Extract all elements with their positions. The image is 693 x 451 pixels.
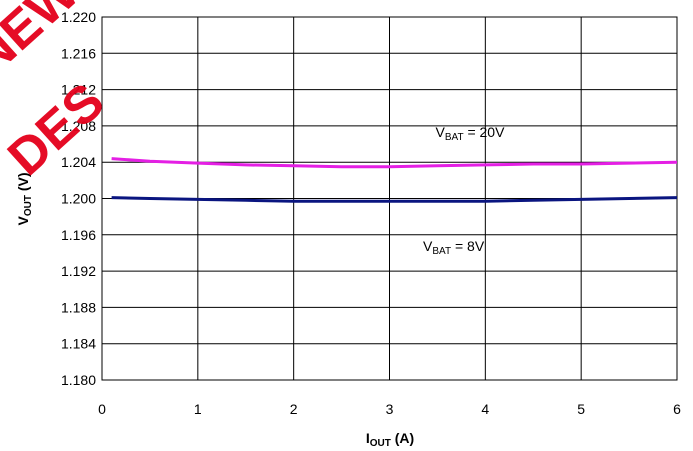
- x-tick-label: 3: [386, 401, 394, 417]
- x-axis-title-unit: (A): [391, 430, 414, 446]
- y-tick-label: 1.200: [61, 191, 96, 207]
- x-tick-label: 5: [577, 401, 585, 417]
- series-annotation-0: VBAT = 20V: [436, 124, 506, 143]
- y-tick-label: 1.184: [61, 336, 96, 352]
- y-tick-label: 1.212: [61, 82, 96, 98]
- watermark: NEW DES: [0, 0, 115, 187]
- x-axis-title-sub: OUT: [370, 438, 391, 449]
- y-axis-title: VOUT (V): [15, 172, 34, 225]
- x-tick-label: 1: [194, 401, 202, 417]
- x-tick-label: 4: [481, 401, 489, 417]
- series-line-0: [111, 157, 678, 169]
- y-tick-label: 1.216: [61, 45, 96, 61]
- y-tick-label: 1.208: [61, 118, 96, 134]
- x-axis-title: IOUT (A): [366, 430, 414, 449]
- y-tick-label: 1.188: [61, 299, 96, 315]
- y-axis-title-sub: OUT: [23, 195, 34, 216]
- y-tick-label: 1.204: [61, 154, 96, 170]
- y-axis-title-unit: (V): [15, 172, 31, 195]
- y-tick-label: 1.220: [61, 9, 96, 25]
- y-tick-label: 1.196: [61, 227, 96, 243]
- annotations: VBAT = 20V VBAT = 8V: [423, 124, 505, 257]
- x-tick-label: 2: [290, 401, 298, 417]
- x-tick-labels: 0 1 2 3 4 5 6: [98, 401, 681, 417]
- y-tick-label: 1.192: [61, 263, 96, 279]
- watermark-line-2: DES: [0, 72, 115, 187]
- series-lines: [111, 157, 678, 203]
- y-tick-label: 1.180: [61, 372, 96, 388]
- x-axis-title-main: I: [366, 430, 370, 446]
- y-axis-title-main: V: [15, 216, 31, 226]
- x-tick-label: 6: [673, 401, 681, 417]
- series-line-1: [111, 196, 678, 203]
- series-annotation-1: VBAT = 8V: [423, 238, 485, 257]
- x-tick-label: 0: [98, 401, 106, 417]
- y-tick-labels: 1.180 1.184 1.188 1.192 1.196 1.200 1.204 1.208…: [61, 9, 96, 388]
